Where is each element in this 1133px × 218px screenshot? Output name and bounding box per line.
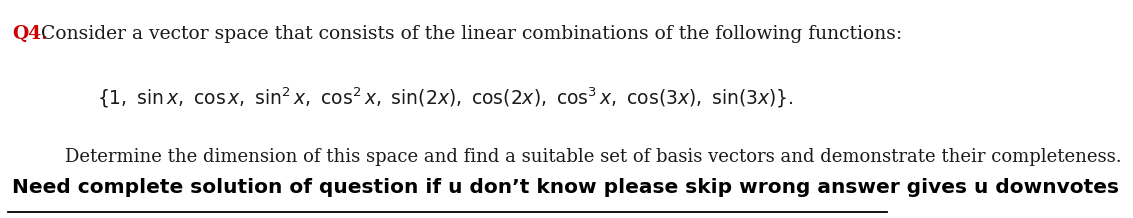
Text: Q4.: Q4. [12, 25, 48, 43]
Text: Consider a vector space that consists of the linear combinations of the followin: Consider a vector space that consists of… [42, 25, 903, 43]
Text: Need complete solution of question if u don’t know please skip wrong answer give: Need complete solution of question if u … [12, 178, 1119, 197]
Text: Determine the dimension of this space and find a suitable set of basis vectors a: Determine the dimension of this space an… [66, 148, 1122, 166]
Text: $\{1,\ \sin x,\ \cos x,\ \sin^2 x,\ \cos^2 x,\ \sin(2x),\ \cos(2x),\ \cos^3 x,\ : $\{1,\ \sin x,\ \cos x,\ \sin^2 x,\ \cos… [97, 85, 794, 110]
